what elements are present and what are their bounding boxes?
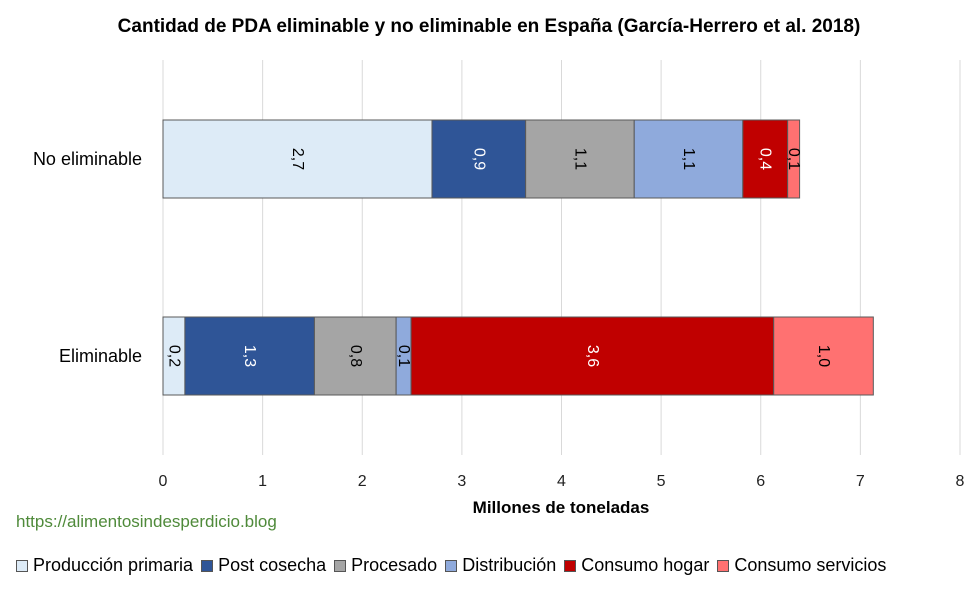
- x-tick-label: 6: [756, 473, 765, 490]
- legend-item: Producción primaria: [16, 555, 193, 576]
- x-tick-label: 4: [557, 473, 566, 490]
- data-label: 1,1: [680, 148, 697, 170]
- x-tick-labels: 0 1 2 3 4 5 6 7 8: [159, 473, 965, 490]
- bar-segment: [313, 316, 397, 396]
- bar-segment: [525, 119, 635, 199]
- legend-item: Consumo servicios: [717, 555, 886, 576]
- chart-title: Cantidad de PDA eliminable y no eliminab…: [118, 16, 861, 37]
- data-label: 2,7: [289, 148, 306, 170]
- legend-swatch: [201, 559, 214, 572]
- legend-swatch: [16, 559, 28, 572]
- legend-item: Consumo hogar: [564, 555, 709, 576]
- gridlines: [162, 60, 961, 455]
- legend-label: Consumo servicios: [734, 555, 887, 575]
- legend-label: Post cosecha: [218, 555, 327, 575]
- data-label: 0,1: [395, 345, 412, 367]
- bar-segment: [742, 119, 789, 199]
- bar-segment: [431, 119, 527, 199]
- legend-label: Distribución: [462, 555, 557, 575]
- x-tick-label: 2: [358, 473, 367, 490]
- legend-swatch: [445, 559, 458, 572]
- data-label: 0,2: [165, 345, 182, 367]
- data-label: 0,4: [757, 148, 774, 170]
- legend-label: Producción primaria: [33, 555, 194, 575]
- data-label: 0,8: [347, 345, 364, 367]
- data-label: 0,1: [785, 148, 802, 170]
- category-label: Eliminable: [59, 346, 142, 366]
- bar-segment: [773, 316, 874, 396]
- data-label: 1,1: [571, 148, 588, 170]
- bar-segment: [633, 119, 744, 199]
- bars: 2,7 0,9 1,1 1,1 0,4 0,1 0,2 1,3 0,8 0,1 3,6 1,0: [162, 119, 874, 396]
- category-labels: No eliminable Eliminable: [33, 149, 142, 366]
- category-label: No eliminable: [33, 149, 142, 169]
- legend: Producción primaria Post cosecha Procesado…: [16, 555, 894, 576]
- legend-item: Distribución: [445, 555, 556, 576]
- bar-segment: [787, 119, 801, 199]
- x-tick-label: 5: [657, 473, 666, 490]
- x-tick-label: 3: [457, 473, 466, 490]
- x-tick-label: 8: [956, 473, 965, 490]
- data-label: 0,9: [470, 148, 487, 170]
- legend-item: Post cosecha: [201, 555, 326, 576]
- x-axis-title: Millones de toneladas: [473, 498, 650, 517]
- legend-swatch: [334, 559, 347, 572]
- legend-swatch: [717, 559, 730, 572]
- x-tick-label: 1: [258, 473, 267, 490]
- legend-item: Procesado: [334, 555, 437, 576]
- x-tick-label: 7: [856, 473, 865, 490]
- legend-swatch: [564, 559, 577, 572]
- data-label: 3,6: [584, 345, 601, 367]
- legend-label: Consumo hogar: [581, 555, 710, 575]
- source-url: https://alimentosindesperdicio.blog: [16, 512, 277, 531]
- data-label: 1,3: [241, 345, 258, 367]
- legend-label: Procesado: [351, 555, 438, 575]
- x-tick-label: 0: [159, 473, 168, 490]
- data-label: 1,0: [815, 345, 832, 367]
